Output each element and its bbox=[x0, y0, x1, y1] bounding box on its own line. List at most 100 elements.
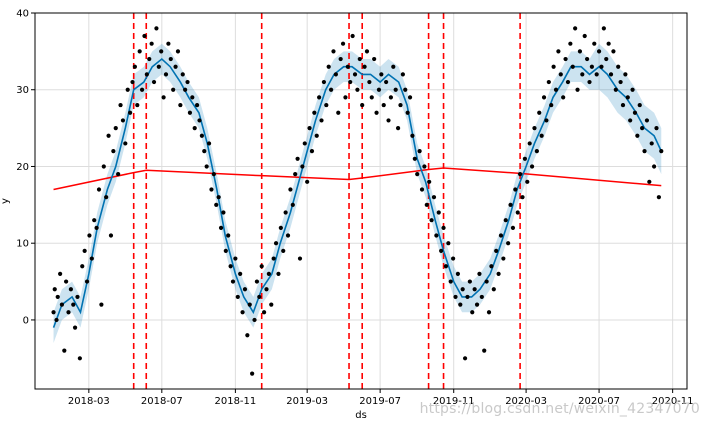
data-point bbox=[460, 287, 465, 292]
data-point bbox=[293, 172, 298, 177]
trend-line bbox=[53, 167, 662, 191]
data-point bbox=[161, 95, 166, 100]
data-point bbox=[130, 79, 135, 85]
data-point bbox=[290, 202, 295, 207]
data-point bbox=[453, 294, 458, 300]
y-tick-label: 30 bbox=[16, 85, 29, 96]
data-point bbox=[616, 64, 621, 69]
data-point bbox=[271, 256, 276, 261]
data-point bbox=[187, 110, 193, 115]
data-point bbox=[300, 164, 305, 169]
data-point bbox=[596, 49, 602, 54]
data-point bbox=[51, 310, 56, 315]
data-point bbox=[635, 133, 640, 138]
data-point bbox=[474, 302, 480, 307]
data-point bbox=[242, 287, 248, 292]
data-point bbox=[128, 110, 133, 115]
data-point bbox=[221, 210, 226, 215]
x-tick-label: 2020-11 bbox=[652, 396, 694, 407]
data-point bbox=[599, 64, 604, 69]
data-point bbox=[501, 256, 506, 261]
data-point bbox=[494, 248, 499, 253]
data-point bbox=[58, 271, 63, 276]
data-point bbox=[594, 72, 599, 77]
x-tick-label: 2019-11 bbox=[433, 396, 475, 407]
data-point bbox=[618, 79, 623, 85]
data-point bbox=[84, 279, 90, 284]
data-point bbox=[391, 64, 396, 69]
data-point bbox=[314, 133, 319, 138]
data-point bbox=[640, 126, 645, 131]
data-point bbox=[123, 141, 128, 146]
data-point bbox=[565, 79, 571, 85]
data-point bbox=[218, 225, 224, 230]
data-point bbox=[577, 49, 583, 54]
data-point bbox=[238, 271, 243, 276]
data-point bbox=[319, 118, 324, 123]
data-point bbox=[439, 248, 444, 253]
data-point bbox=[87, 233, 92, 238]
y-tick-label: 20 bbox=[16, 162, 29, 173]
data-point bbox=[384, 79, 389, 85]
data-point bbox=[513, 187, 518, 192]
data-point bbox=[575, 87, 580, 92]
data-point bbox=[532, 126, 537, 131]
data-point bbox=[285, 233, 291, 238]
data-point bbox=[403, 87, 408, 92]
data-point bbox=[171, 87, 176, 92]
data-point bbox=[59, 302, 65, 307]
data-point bbox=[606, 41, 611, 46]
data-point bbox=[104, 195, 109, 200]
data-point bbox=[168, 56, 173, 62]
data-point bbox=[305, 179, 310, 184]
data-point bbox=[654, 126, 659, 131]
data-point bbox=[525, 179, 530, 184]
data-point bbox=[563, 56, 568, 62]
y-tick-label: 10 bbox=[16, 239, 29, 250]
data-point bbox=[649, 141, 654, 146]
data-point bbox=[120, 118, 126, 123]
data-point bbox=[345, 64, 350, 69]
data-point bbox=[307, 126, 312, 131]
x-axis-label: ds bbox=[355, 410, 367, 421]
data-point bbox=[589, 64, 594, 69]
data-point bbox=[472, 287, 477, 292]
data-point bbox=[216, 195, 221, 200]
x-axis-ticks: 2018-03 2018-07 2018-11 2019-03 2019-07 2019-… bbox=[68, 389, 694, 407]
data-point bbox=[259, 264, 264, 269]
data-point bbox=[324, 102, 329, 108]
data-point bbox=[491, 287, 496, 292]
data-point bbox=[455, 271, 461, 276]
data-point bbox=[537, 110, 542, 115]
data-point bbox=[261, 310, 267, 315]
data-point bbox=[266, 271, 271, 276]
data-point bbox=[441, 225, 446, 230]
data-point bbox=[604, 56, 609, 62]
data-point bbox=[156, 64, 161, 69]
data-point bbox=[173, 64, 178, 69]
data-point bbox=[628, 118, 633, 123]
data-point bbox=[190, 95, 195, 100]
data-point bbox=[197, 118, 202, 123]
data-point bbox=[228, 264, 233, 269]
data-point bbox=[204, 164, 209, 169]
data-point bbox=[506, 241, 511, 246]
data-point bbox=[451, 256, 456, 261]
data-point bbox=[623, 72, 628, 77]
data-point bbox=[257, 294, 262, 300]
data-point bbox=[331, 49, 336, 54]
data-point bbox=[64, 279, 69, 284]
data-point bbox=[252, 317, 257, 323]
data-point bbox=[94, 225, 99, 230]
data-point bbox=[89, 256, 94, 261]
data-point bbox=[223, 248, 228, 253]
data-point bbox=[211, 172, 216, 177]
data-point bbox=[147, 56, 152, 62]
data-point bbox=[544, 118, 549, 123]
data-point bbox=[355, 87, 360, 92]
data-point bbox=[367, 79, 372, 85]
data-point bbox=[295, 156, 300, 161]
data-point bbox=[72, 325, 78, 330]
data-point bbox=[276, 271, 281, 276]
